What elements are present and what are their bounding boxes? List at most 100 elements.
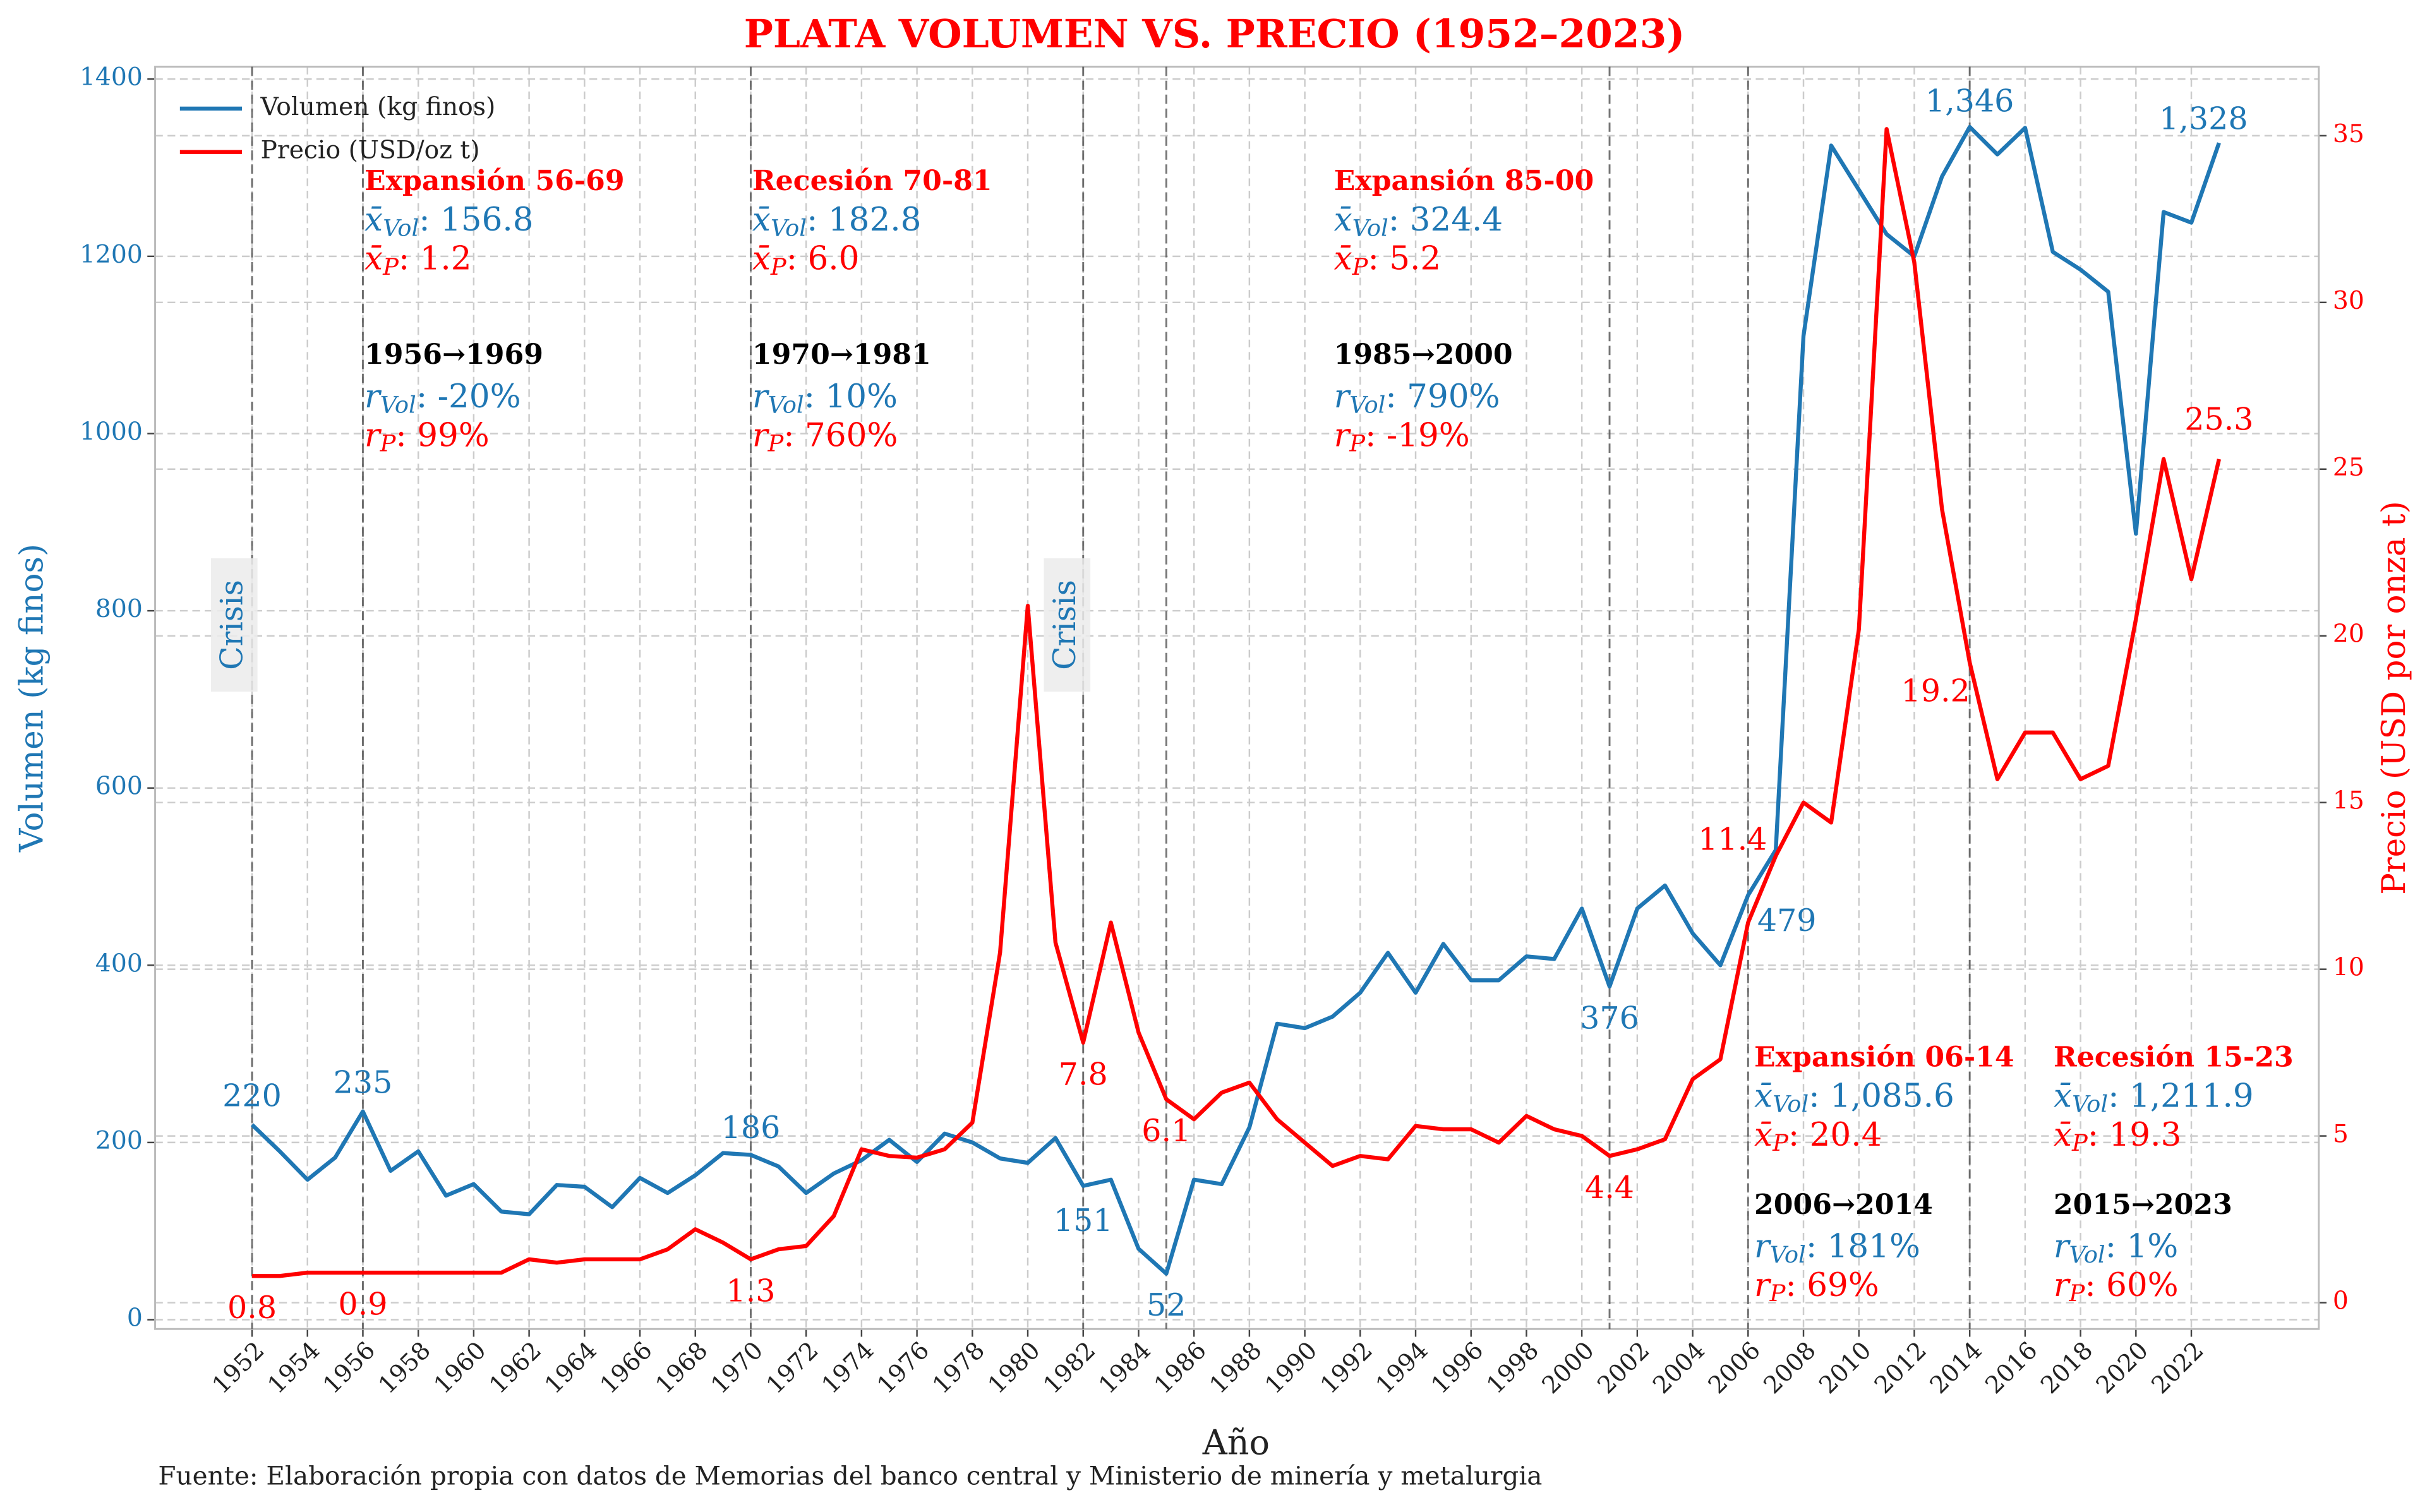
period-range: 1985→2000 (1334, 339, 1513, 371)
stat-subscript: P (770, 253, 787, 280)
plot-frame (154, 66, 2320, 1330)
stat-separator: : (2085, 1266, 2106, 1304)
crisis-label: Crisis (1046, 580, 1083, 670)
stat-symbol: r (752, 416, 770, 454)
legend-label: Precio (USD/oz t) (261, 136, 480, 165)
data-label: 6.1 (1141, 1112, 1191, 1149)
stat-separator: : (2108, 1077, 2129, 1115)
stat-value: 760% (805, 416, 898, 454)
stat-separator: : (1365, 416, 1387, 454)
stat-subscript: Vol (2072, 1090, 2108, 1117)
period-range: 1970→1981 (752, 339, 931, 371)
stat-subscript: P (2069, 1280, 2086, 1307)
stat-symbol: r (1334, 416, 1352, 454)
y-tick-label: 600 (95, 772, 143, 801)
stat-text: x̄Vol: 324.4 (1334, 201, 1503, 241)
stat-symbol: x̄ (752, 201, 771, 239)
period-title: Expansión 06-14 (1754, 1041, 2014, 1074)
stat-separator: : (2105, 1227, 2127, 1265)
stat-subscript: P (1772, 1129, 1789, 1156)
period-title: Recesión 70-81 (752, 165, 992, 197)
stat-value: -20% (438, 378, 521, 416)
stat-text: x̄P: 20.4 (1754, 1115, 1882, 1156)
stat-subscript: Vol (1349, 391, 1385, 418)
stat-subscript: Vol (768, 391, 804, 418)
period-range: 2015→2023 (2054, 1189, 2232, 1221)
period-title: Expansión 56-69 (364, 165, 625, 197)
stat-value: 1.2 (420, 239, 472, 277)
y2-tick-label: 25 (2333, 453, 2364, 482)
crisis-box (1044, 558, 1091, 692)
chart-title: PLATA VOLUMEN VS. PRECIO (1952–2023) (744, 11, 1685, 57)
stat-separator: : (804, 378, 826, 416)
stat-separator: : (786, 239, 808, 277)
stat-subscript: P (382, 253, 399, 280)
data-label: 1,328 (2159, 100, 2248, 136)
data-label: 11.4 (1698, 821, 1767, 858)
y-axis-label: Volumen (kg finos) (13, 544, 51, 853)
data-label: 235 (334, 1064, 393, 1101)
y-tick-label: 0 (127, 1304, 143, 1333)
stat-value: 6.0 (807, 239, 859, 277)
period-title: Expansión 85-00 (1334, 165, 1594, 197)
stat-text: rP: -19% (1334, 416, 1470, 457)
legend-label: Volumen (kg finos) (260, 93, 496, 121)
stat-value: 1% (2126, 1227, 2178, 1265)
y-tick-label: 400 (95, 949, 143, 978)
stat-subscript: P (1769, 1280, 1786, 1307)
stat-symbol: x̄ (1754, 1115, 1773, 1153)
y2-tick-label: 35 (2333, 120, 2364, 148)
y2-tick-label: 0 (2333, 1287, 2349, 1316)
data-label: 186 (721, 1109, 781, 1146)
data-label: 19.2 (1901, 673, 1970, 709)
stat-subscript: Vol (1352, 214, 1388, 241)
y2-tick-label: 20 (2333, 620, 2364, 649)
stat-value: 5.2 (1389, 239, 1441, 277)
series-line (250, 124, 2221, 1276)
series-line (252, 127, 2221, 1278)
data-label: 376 (1580, 999, 1639, 1036)
stat-text: rP: 60% (2054, 1266, 2179, 1306)
stat-value: 324.4 (1410, 201, 1503, 239)
y2-axis-label: Precio (USD por onza t) (2375, 501, 2413, 895)
stat-separator: : (1368, 239, 1389, 277)
stat-text: rVol: -20% (364, 378, 521, 418)
data-label: 25.3 (2184, 401, 2253, 438)
period-title: Recesión 15-23 (2054, 1041, 2294, 1074)
stat-symbol: r (1334, 378, 1352, 416)
stat-separator: : (399, 239, 420, 277)
data-label: 0.8 (227, 1289, 277, 1326)
data-label: 4.4 (1585, 1169, 1634, 1206)
stat-subscript: P (2071, 1129, 2088, 1156)
stat-separator: : (807, 201, 828, 239)
stat-text: x̄Vol: 156.8 (364, 201, 534, 241)
stat-text: x̄P: 1.2 (364, 239, 472, 280)
crisis-label: Crisis (213, 580, 250, 670)
stat-separator: : (783, 416, 805, 454)
stat-separator: : (419, 201, 440, 239)
stat-symbol: x̄ (1754, 1077, 1773, 1115)
stat-separator: : (1388, 201, 1410, 239)
stat-symbol: r (1754, 1266, 1772, 1304)
stat-subscript: P (1352, 253, 1369, 280)
stat-symbol: r (364, 378, 382, 416)
stat-text: x̄P: 19.3 (2054, 1115, 2181, 1156)
stat-value: 19.3 (2109, 1115, 2182, 1153)
y-tick-label: 200 (95, 1127, 143, 1155)
y-tick-label: 800 (95, 595, 143, 623)
period-range: 1956→1969 (364, 339, 543, 371)
stat-value: 20.4 (1810, 1115, 1882, 1153)
stat-value: 1,211.9 (2129, 1077, 2254, 1115)
stat-separator: : (1809, 1077, 1830, 1115)
stat-text: x̄Vol: 1,085.6 (1754, 1077, 1954, 1117)
stat-symbol: x̄ (2054, 1115, 2072, 1153)
stat-text: x̄P: 5.2 (1334, 239, 1442, 280)
stat-subscript: P (380, 429, 397, 457)
data-label: 52 (1147, 1287, 1186, 1323)
stat-separator: : (1385, 378, 1407, 416)
stat-text: rVol: 1% (2054, 1227, 2178, 1268)
stat-subscript: Vol (1770, 1240, 1806, 1268)
y2-tick-label: 5 (2333, 1120, 2349, 1149)
stat-symbol: x̄ (2054, 1077, 2072, 1115)
